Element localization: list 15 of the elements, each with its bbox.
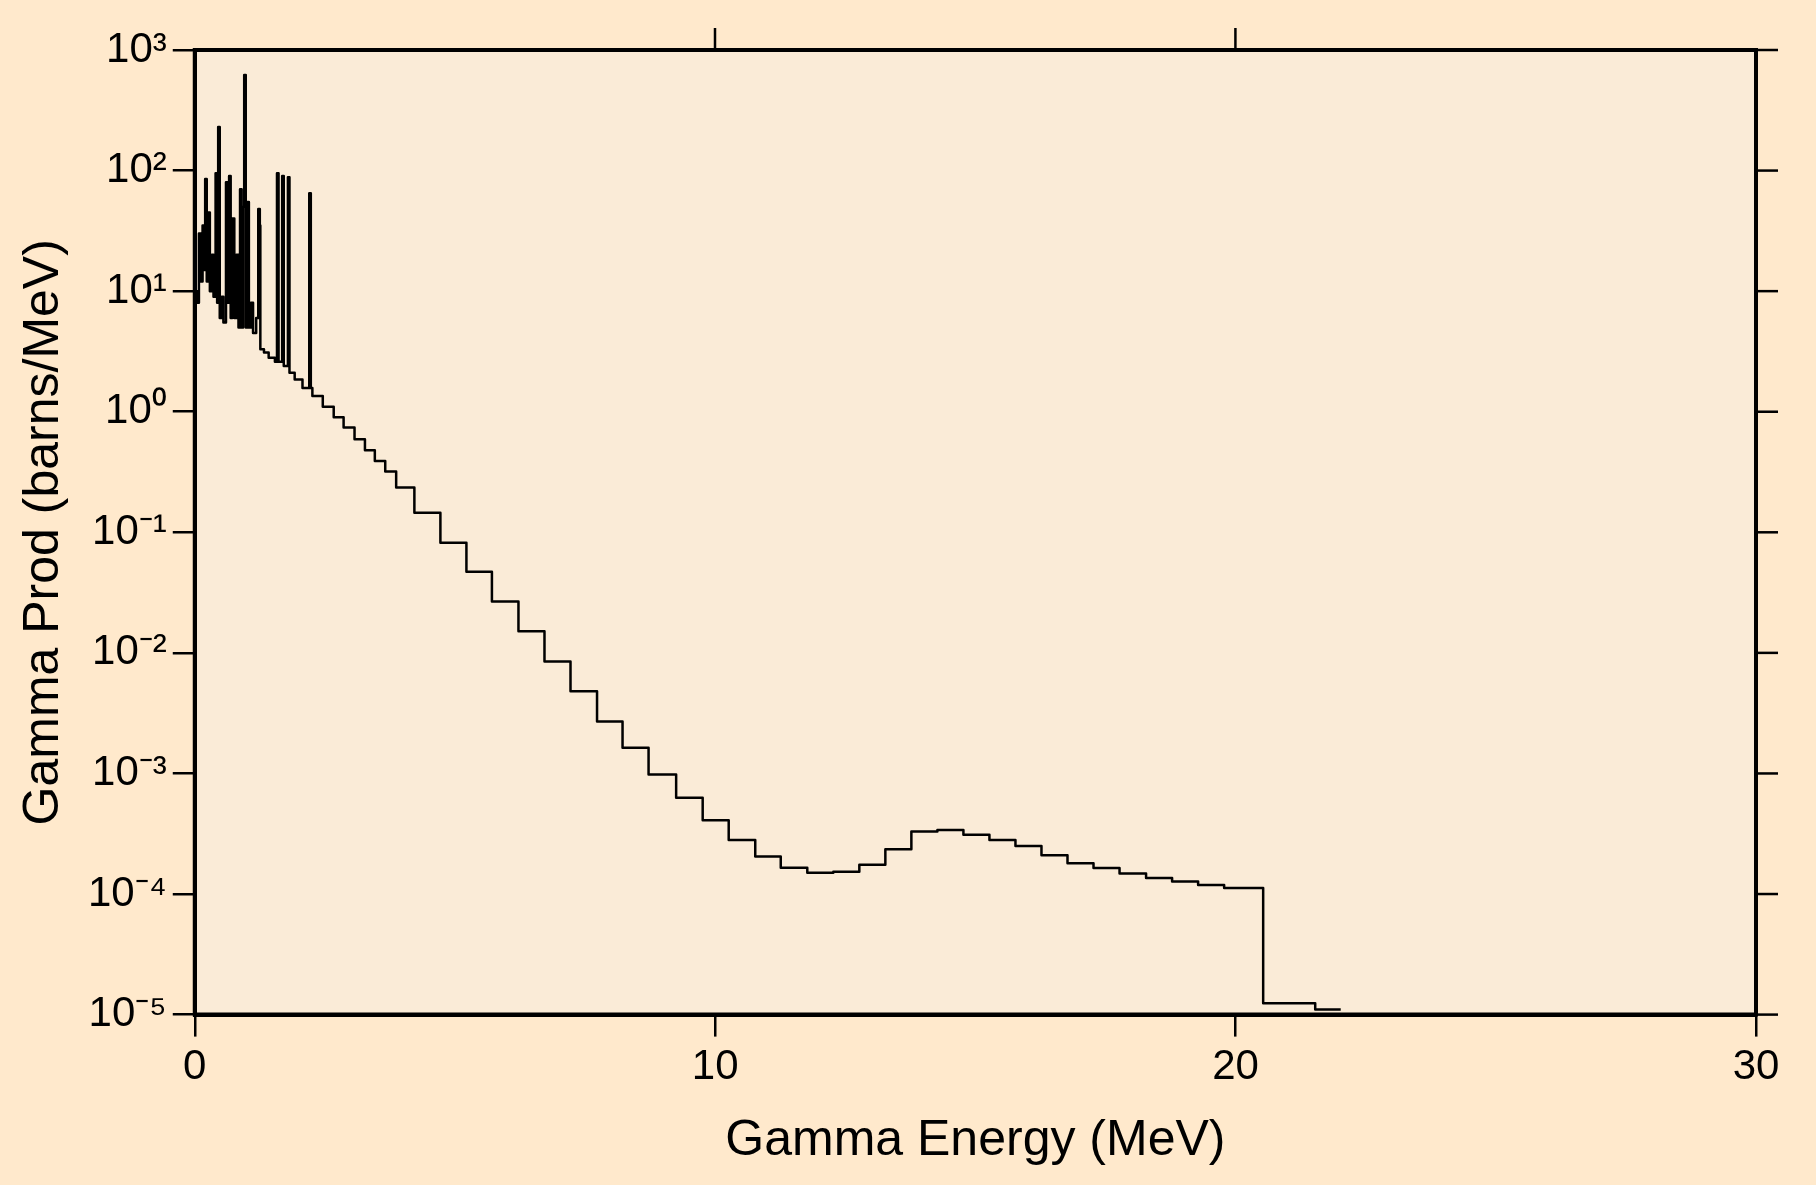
- x-tick-label: 10: [691, 1041, 739, 1089]
- x-axis-title: Gamma Energy (MeV): [725, 1109, 1226, 1166]
- y-tick-label: 10⁻²: [92, 626, 167, 674]
- x-tick-label: 20: [1212, 1041, 1259, 1089]
- y-tick-label: 10⁻⁵: [88, 988, 167, 1036]
- y-tick-label: 10³: [106, 23, 167, 71]
- y-tick-label: 10⁻⁴: [88, 867, 167, 915]
- y-tick-label: 10⁻³: [92, 747, 167, 795]
- y-tick-label: 10⁰: [105, 385, 167, 433]
- x-tick-label: 0: [183, 1041, 207, 1089]
- y-tick-label: 10¹: [106, 264, 167, 312]
- y-axis-title: Gamma Prod (barns/MeV): [12, 239, 69, 826]
- y-tick-label: 10⁻¹: [92, 505, 167, 553]
- y-tick-label: 10²: [106, 144, 167, 192]
- x-tick-label: 30: [1732, 1041, 1780, 1089]
